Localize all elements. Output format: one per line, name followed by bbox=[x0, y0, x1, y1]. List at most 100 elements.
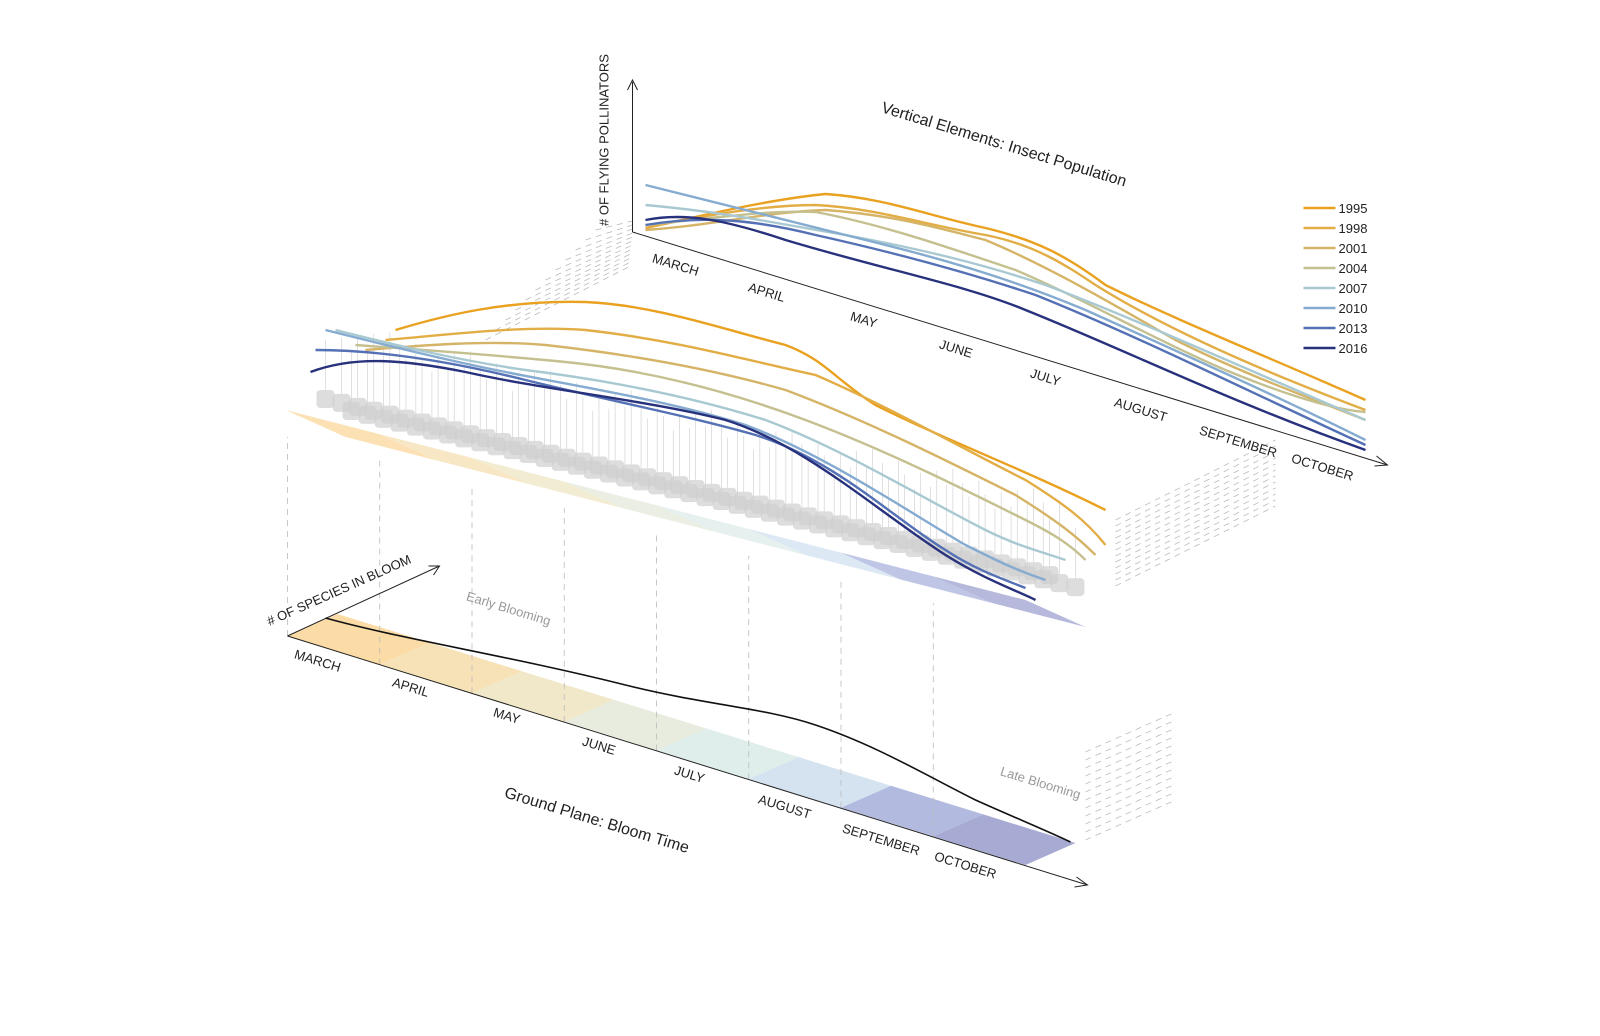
insect-curve bbox=[395, 300, 1107, 512]
legend-label: 2004 bbox=[1339, 261, 1368, 276]
guide-line bbox=[1115, 475, 1276, 557]
plant-pot bbox=[396, 409, 415, 428]
plant-pot bbox=[429, 417, 448, 436]
plant-pot bbox=[815, 511, 834, 530]
arrowhead bbox=[627, 78, 638, 91]
guide-line bbox=[1115, 463, 1276, 545]
bottom-y-axis bbox=[287, 565, 440, 637]
guide-line bbox=[1085, 711, 1176, 753]
plant-pot bbox=[1040, 566, 1059, 585]
guide-line bbox=[1085, 735, 1176, 777]
arrowhead bbox=[1074, 876, 1089, 888]
plant-pot bbox=[847, 519, 866, 538]
plant-pot bbox=[879, 526, 898, 545]
floor-band bbox=[470, 457, 623, 509]
arrowhead bbox=[1374, 455, 1389, 467]
guide-line bbox=[1085, 751, 1176, 793]
legend-label: 2007 bbox=[1339, 281, 1368, 296]
guide-line bbox=[545, 240, 633, 281]
annotation: Early Blooming bbox=[465, 589, 553, 629]
insect-curve bbox=[355, 343, 1087, 561]
legend-label: 2013 bbox=[1339, 321, 1368, 336]
guide-line bbox=[1115, 451, 1276, 533]
month-label: AUGUST bbox=[1113, 395, 1169, 425]
plant-pot bbox=[413, 413, 432, 432]
insect-curve bbox=[645, 203, 1366, 412]
guide-line bbox=[1115, 505, 1276, 587]
plants bbox=[316, 331, 1085, 597]
insect-curve bbox=[645, 218, 1367, 447]
insect-curve bbox=[645, 192, 1366, 402]
insect-curve bbox=[310, 359, 1037, 602]
insect-curve bbox=[335, 328, 1066, 562]
guide-line bbox=[555, 236, 633, 271]
guide-line bbox=[565, 232, 633, 261]
floor-layer bbox=[285, 410, 1086, 627]
plant-pot bbox=[589, 456, 608, 475]
plant-pot bbox=[573, 452, 592, 471]
insect-curve bbox=[645, 183, 1367, 442]
legend: 1995 1998 2001 2004 2007 2010 2013 2016 bbox=[1303, 201, 1368, 356]
guide-line bbox=[1085, 759, 1176, 801]
annotation: Late Blooming bbox=[999, 764, 1083, 803]
plant-pot bbox=[976, 550, 995, 569]
guide-line bbox=[1085, 719, 1176, 761]
guide-line bbox=[1085, 767, 1176, 809]
plant-pot bbox=[461, 425, 480, 444]
floor-band bbox=[748, 528, 901, 580]
top-title: Vertical Elements: Insect Population bbox=[879, 100, 1128, 191]
floor-band bbox=[378, 433, 531, 485]
bloom-band bbox=[933, 814, 1076, 865]
plant-pot bbox=[638, 468, 657, 487]
plant-pot bbox=[766, 499, 785, 518]
bloom-bands bbox=[287, 614, 1076, 865]
guide-line bbox=[1085, 791, 1176, 833]
bottom-title: Ground Plane: Bloom Time bbox=[502, 785, 691, 857]
plant-pot bbox=[380, 405, 399, 424]
guide-line bbox=[1115, 493, 1276, 575]
plant-pot bbox=[718, 487, 737, 506]
legend-label: 1998 bbox=[1339, 221, 1368, 236]
plant-pot bbox=[734, 491, 753, 510]
month-label: MARCH bbox=[651, 251, 701, 279]
plant-pot bbox=[493, 433, 512, 452]
guide-line bbox=[1085, 783, 1176, 825]
plant-pot bbox=[541, 444, 560, 463]
insect-curve bbox=[385, 327, 1107, 546]
plant-pot bbox=[509, 436, 528, 455]
guide-line bbox=[1115, 457, 1276, 539]
plant-pot bbox=[332, 393, 351, 412]
guide-line bbox=[1115, 439, 1276, 521]
plant-pot bbox=[783, 503, 802, 522]
guide-line bbox=[525, 248, 633, 301]
month-label: JUNE bbox=[938, 337, 975, 361]
plant-pot bbox=[557, 448, 576, 467]
plant-pot bbox=[348, 397, 367, 416]
plant-pot bbox=[445, 421, 464, 440]
floor-band bbox=[655, 505, 808, 556]
guide-line bbox=[1115, 469, 1276, 551]
bloom-band bbox=[748, 757, 891, 808]
guide-line bbox=[535, 244, 633, 291]
month-label: JULY bbox=[673, 763, 707, 786]
plant-pot bbox=[1066, 578, 1085, 597]
plant-pot bbox=[477, 429, 496, 448]
insect-curve bbox=[315, 348, 1026, 590]
guide-line bbox=[495, 260, 633, 331]
guide-line bbox=[505, 256, 633, 321]
month-label: APRIL bbox=[747, 280, 787, 305]
guide-line bbox=[1085, 775, 1176, 817]
legend-label: 1995 bbox=[1339, 201, 1368, 216]
floor-band bbox=[933, 576, 1086, 627]
insect-curve bbox=[645, 208, 1366, 422]
insect-curve bbox=[645, 203, 1366, 422]
guide-line bbox=[1085, 743, 1176, 785]
insect-curve bbox=[365, 341, 1097, 556]
insect-curve bbox=[645, 210, 1366, 414]
plant-pot bbox=[702, 483, 721, 502]
plant-pot bbox=[364, 401, 383, 420]
guide-line bbox=[1085, 799, 1176, 841]
plant-pot bbox=[799, 507, 818, 526]
